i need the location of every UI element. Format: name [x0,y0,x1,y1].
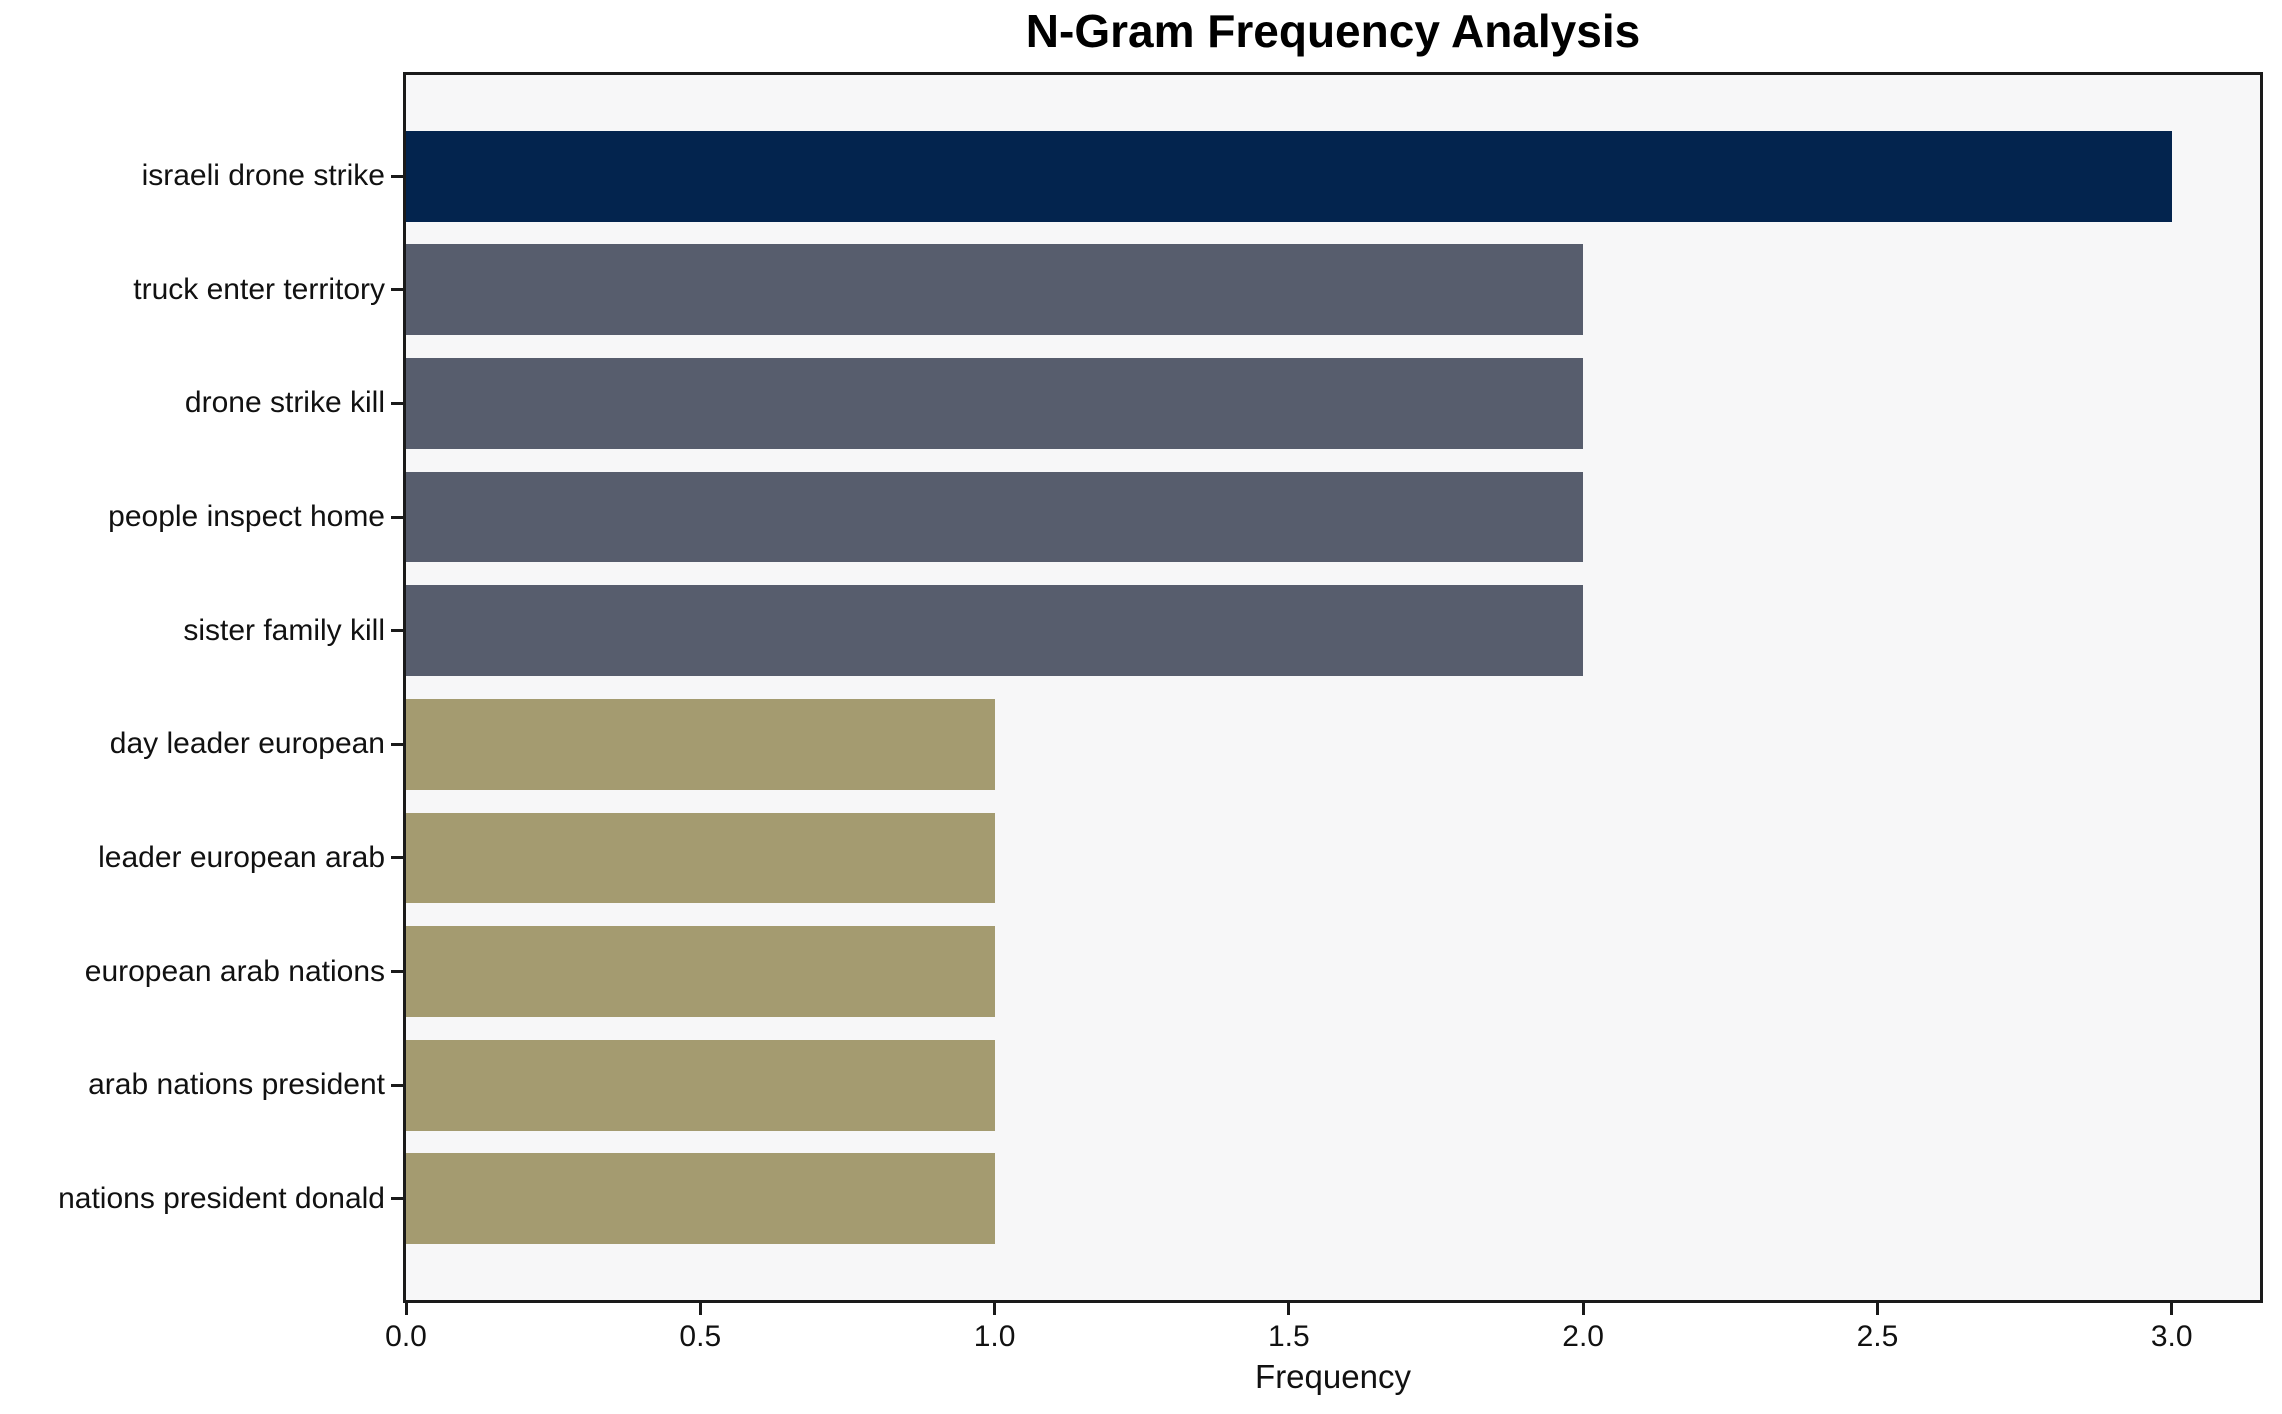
bar-people-inspect-home [406,471,1584,563]
y-tick-mark [391,174,403,178]
y-tick-mark [391,629,403,633]
bar-arab-nations-president [406,1039,995,1131]
chart-title: N-Gram Frequency Analysis [1025,5,1641,57]
y-tick-label: truck enter territory [133,272,385,306]
y-tick-label: arab nations president [88,1068,385,1102]
x-tick-label: 0.0 [385,1320,427,1353]
x-tick-mark [993,1303,997,1315]
x-tick-label: 2.5 [1856,1320,1899,1353]
bar-leader-european-arab [406,812,995,904]
plot-area [403,72,2263,1303]
x-tick-label: 1.5 [1267,1320,1310,1353]
y-tick-mark [391,970,403,974]
y-tick-mark [391,515,403,519]
y-tick-label: people inspect home [108,500,385,534]
y-tick-label: european arab nations [84,954,385,988]
bar-european-arab-nations [406,926,995,1018]
y-tick-label: leader european arab [98,840,385,874]
y-tick-mark [391,1083,403,1087]
y-tick-mark [391,1197,403,1201]
y-tick-label: day leader european [109,727,385,761]
x-tick-label: 2.0 [1562,1320,1604,1353]
y-tick-mark [391,401,403,405]
x-tick-label: 0.5 [679,1320,722,1353]
x-tick-mark [698,1303,702,1315]
x-tick-mark [1287,1303,1291,1315]
x-axis-label: Frequency [1255,1358,1411,1395]
x-tick-mark [1875,1303,1879,1315]
y-tick-label: nations president donald [58,1181,385,1215]
x-tick-label: 1.0 [973,1320,1016,1353]
bar-day-leader-european [406,698,995,790]
y-tick-mark [391,742,403,746]
y-tick-label: sister family kill [183,613,385,647]
bar-drone-strike-kill [406,357,1584,449]
x-tick-mark [2170,1303,2174,1315]
x-tick-mark [1581,1303,1585,1315]
bar-sister-family-kill [406,585,1584,677]
y-tick-label: drone strike kill [184,386,385,420]
bar-israeli-drone-strike [406,130,2172,222]
x-tick-mark [404,1303,408,1315]
bar-truck-enter-territory [406,244,1584,336]
y-tick-mark [391,288,403,292]
y-tick-mark [391,856,403,860]
x-tick-label: 3.0 [2150,1320,2193,1353]
y-tick-label: israeli drone strike [141,159,385,193]
bar-nations-president-donald [406,1153,995,1245]
